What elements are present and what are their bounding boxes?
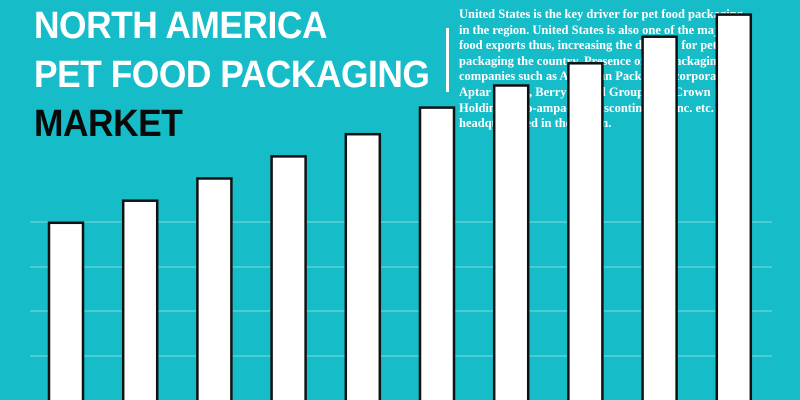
bar-5: [344, 132, 382, 400]
bar-10: [715, 13, 753, 400]
title-line-2: PET FOOD PACKAGING: [34, 54, 430, 96]
text-divider: [446, 28, 449, 92]
bar-2: [121, 199, 159, 400]
bar-4: [270, 155, 307, 400]
bar-9: [641, 35, 678, 400]
bar-7: [492, 84, 530, 400]
title-line-1: NORTH AMERICA: [34, 5, 328, 47]
title-line-3: MARKET: [34, 103, 183, 145]
page-title: NORTH AMERICA PET FOOD PACKAGING MARKET: [34, 2, 430, 149]
bar-1: [47, 221, 85, 400]
bar-6: [418, 106, 456, 400]
bar-8: [567, 62, 604, 400]
bar-3: [196, 177, 233, 400]
